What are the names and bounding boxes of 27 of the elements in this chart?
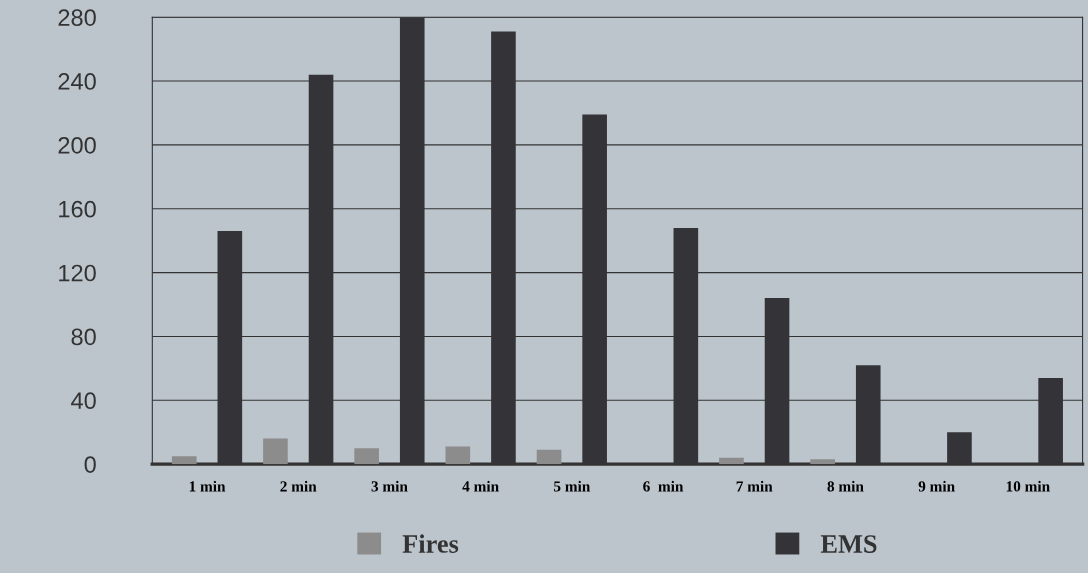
bar [810,459,835,465]
x-tick-label: 3 min [371,480,408,492]
bar [263,438,288,465]
x-tick-label: 4 min [462,480,499,492]
bar [719,457,744,465]
x-tick-label: 6 min [643,480,684,492]
legend-label: Fires [402,534,459,553]
x-tick-label: 10 min [1006,480,1050,492]
y-tick-label: 0 [84,456,96,473]
x-tick-label: 5 min [553,480,591,492]
legend-label: EMS [820,535,877,553]
bar [354,448,379,465]
x-tick-label: 7 min [736,480,773,492]
y-tick-label: 280 [58,9,96,26]
x-tick-label: 9 min [918,480,955,492]
bar [445,446,471,465]
y-tick-label: 120 [59,264,96,282]
y-tick-label: 240 [58,73,96,90]
x-tick-label: 1 min [189,480,226,492]
y-tick-label: 80 [71,328,96,346]
y-tick-label: 200 [58,136,96,154]
bar [536,449,562,465]
bar [171,456,197,465]
y-tick-label: 40 [71,392,96,410]
y-tick-label: 160 [59,200,96,218]
x-tick-label: 2 min [280,480,317,492]
x-tick-label: 8 min [827,480,864,492]
